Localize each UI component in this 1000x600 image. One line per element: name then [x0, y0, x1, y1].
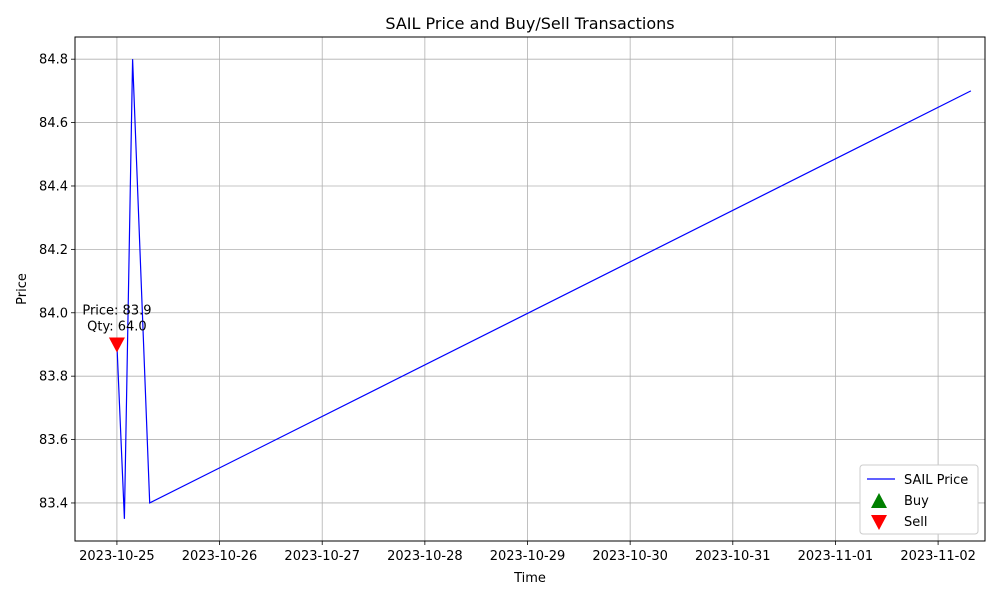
- legend-label-buy: Buy: [904, 494, 929, 509]
- x-tick-label: 2023-10-28: [387, 549, 463, 564]
- y-tick-label: 84.6: [39, 116, 68, 131]
- x-tick-label: 2023-10-26: [182, 549, 258, 564]
- y-tick-label: 84.4: [39, 179, 68, 194]
- legend-marker-sell: [871, 515, 887, 530]
- legend: SAIL Price Buy Sell: [859, 464, 979, 535]
- y-tick-label: 83.8: [39, 370, 68, 385]
- y-tick-label: 84.8: [39, 53, 68, 68]
- x-tick-label: 2023-10-31: [695, 549, 771, 564]
- legend-label-sell: Sell: [904, 515, 927, 530]
- y-tick-label: 83.4: [39, 496, 68, 511]
- series-layer: [116, 59, 972, 519]
- x-tick-label: 2023-11-02: [900, 549, 976, 564]
- y-tick-label: 84.2: [39, 243, 68, 258]
- x-tick-label: 2023-10-27: [284, 549, 360, 564]
- x-axis: 2023-10-25 2023-10-26 2023-10-27 2023-10-28…: [79, 541, 976, 564]
- chart-title: SAIL Price and Buy/Sell Transactions: [385, 14, 674, 33]
- x-tick-label: 2023-10-30: [592, 549, 668, 564]
- x-axis-label: Time: [513, 571, 546, 586]
- y-tick-label: 83.6: [39, 433, 68, 448]
- y-axis: 83.4 83.6 83.8 84.0 84.2 84.4 84.6 84.8: [39, 53, 75, 511]
- sell-marker: [108, 337, 125, 353]
- x-tick-label: 2023-10-29: [490, 549, 566, 564]
- series-line-sail-price: [116, 59, 972, 519]
- sell-annotation-qty: Qty: 64.0: [87, 319, 147, 334]
- x-tick-label: 2023-10-25: [79, 549, 155, 564]
- legend-label-sail-price: SAIL Price: [904, 473, 968, 488]
- x-tick-label: 2023-11-01: [798, 549, 874, 564]
- y-axis-label: Price: [15, 273, 30, 305]
- plot-background: [75, 37, 985, 541]
- legend-box: [859, 464, 979, 535]
- legend-marker-buy: [871, 493, 887, 508]
- plot-frame: [74, 36, 986, 542]
- y-tick-label: 84.0: [39, 306, 68, 321]
- sell-annotation-price: Price: 83.9: [82, 303, 151, 318]
